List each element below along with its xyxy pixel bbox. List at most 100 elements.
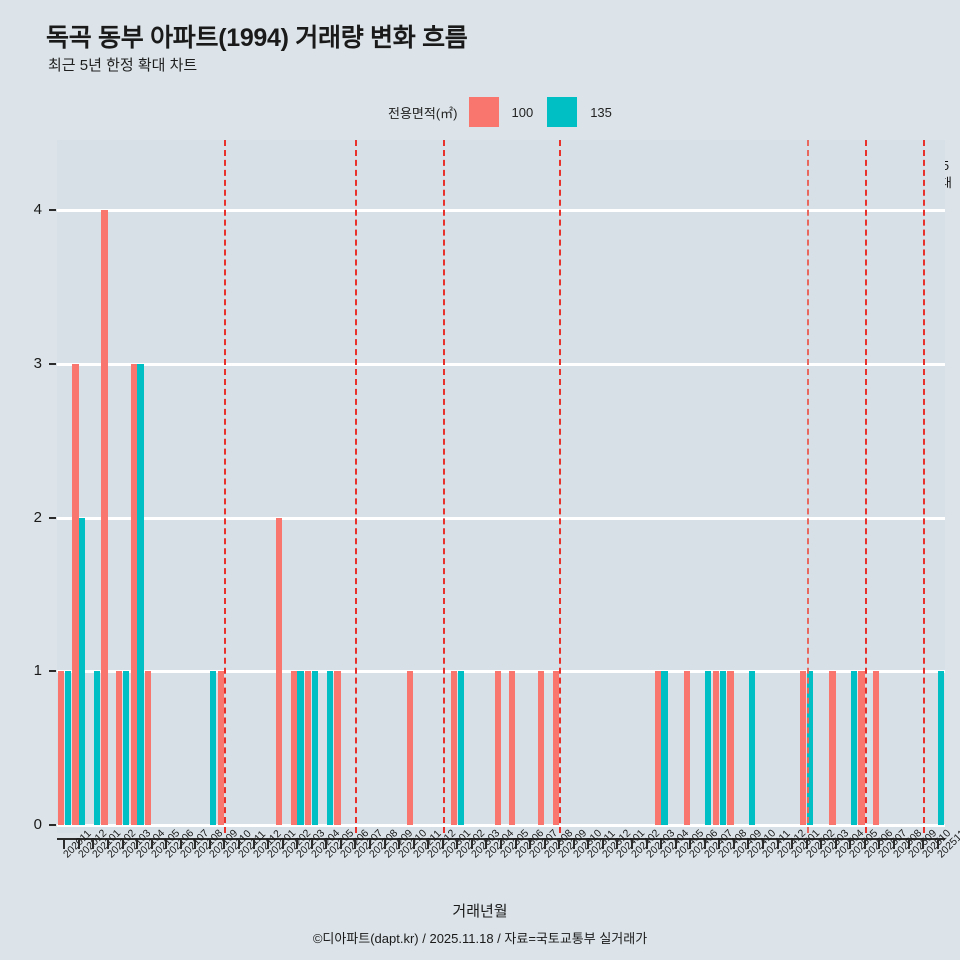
x-tick-mark <box>237 840 240 849</box>
bar[interactable] <box>407 671 414 825</box>
y-tick-label: 0 <box>33 816 42 833</box>
x-tick-mark <box>179 840 182 849</box>
bar[interactable] <box>938 671 945 825</box>
bar[interactable] <box>305 671 312 825</box>
x-tick-mark <box>223 840 226 849</box>
bar[interactable] <box>312 671 319 825</box>
x-tick-mark <box>470 840 473 849</box>
legend: 전용면적(㎡) 100 135 <box>388 96 626 128</box>
bar[interactable] <box>850 671 857 825</box>
page-subtitle: 최근 5년 한정 확대 차트 <box>48 57 198 74</box>
x-tick-mark <box>63 840 66 849</box>
bar[interactable] <box>712 671 720 825</box>
bar[interactable] <box>72 363 79 825</box>
bar[interactable] <box>748 671 755 825</box>
legend-label-100: 100 <box>511 104 534 120</box>
bar[interactable] <box>326 671 333 825</box>
y-tick-label: 3 <box>33 354 42 372</box>
bar[interactable] <box>807 671 814 825</box>
bar[interactable] <box>145 671 152 825</box>
x-tick-mark <box>354 840 357 849</box>
x-tick-mark <box>878 840 881 849</box>
page-title: 독곡 동부 아파트(1994) 거래량 변화 흐름 <box>46 24 468 52</box>
bar[interactable] <box>64 671 71 825</box>
source-caption: ©디아파트(dapt.kr) / 2025.11.18 / 자료=국토교통부 실… <box>312 931 648 946</box>
bar[interactable] <box>829 671 836 825</box>
x-tick-mark <box>718 840 721 849</box>
x-tick-mark <box>543 840 546 849</box>
bar[interactable] <box>552 671 559 825</box>
legend-swatch-100 <box>468 97 499 127</box>
x-tick-mark <box>747 840 750 849</box>
x-tick-mark <box>456 840 459 849</box>
bar[interactable] <box>290 671 297 825</box>
bar[interactable] <box>661 671 668 825</box>
bar[interactable] <box>719 671 726 825</box>
x-tick-mark <box>339 840 342 849</box>
x-tick-mark <box>834 840 837 849</box>
x-tick-mark <box>310 840 313 849</box>
bar[interactable] <box>79 517 86 825</box>
bar[interactable] <box>538 671 545 825</box>
y-tick-label: 4 <box>33 201 42 218</box>
x-tick-mark <box>267 840 270 849</box>
bar[interactable] <box>217 671 225 825</box>
bar[interactable] <box>494 671 501 825</box>
bar[interactable] <box>101 210 108 825</box>
x-tick-mark <box>398 840 401 849</box>
x-tick-mark <box>325 840 328 849</box>
bar[interactable] <box>509 671 516 825</box>
bar[interactable] <box>450 671 457 825</box>
bar[interactable] <box>858 671 865 825</box>
x-tick-mark <box>893 840 896 849</box>
legend-title: 전용면적(㎡) <box>388 105 458 121</box>
bar[interactable] <box>137 363 144 825</box>
x-tick-mark <box>281 840 284 849</box>
x-tick-mark <box>674 840 677 849</box>
y-tick-mark <box>49 362 56 365</box>
x-tick-mark <box>529 840 532 849</box>
bar[interactable] <box>334 671 341 825</box>
x-tick-mark <box>631 840 634 849</box>
legend-item-100[interactable]: 100 <box>468 97 534 127</box>
bar[interactable] <box>800 671 807 825</box>
x-tick-mark <box>776 840 779 849</box>
bar[interactable] <box>727 671 734 825</box>
y-tick-mark <box>49 209 56 211</box>
y-axis-title: 거래량(건) <box>0 409 2 470</box>
x-tick-mark <box>849 840 852 849</box>
x-tick-mark <box>616 840 619 849</box>
legend-item-135[interactable]: 135 <box>547 97 612 127</box>
x-axis-title: 거래년월 <box>452 903 508 920</box>
bar[interactable] <box>683 671 690 825</box>
bar[interactable] <box>116 671 123 825</box>
bar[interactable] <box>654 671 661 825</box>
x-tick-mark <box>645 840 648 849</box>
bar[interactable] <box>872 671 880 825</box>
x-tick-mark <box>441 840 444 849</box>
y-tick-label: 2 <box>33 508 42 526</box>
bar[interactable] <box>457 671 464 825</box>
event-line <box>864 140 867 833</box>
bar[interactable] <box>57 671 64 825</box>
bar[interactable] <box>93 671 100 825</box>
plot-area <box>57 140 945 833</box>
event-line <box>559 140 562 833</box>
bar[interactable] <box>130 363 137 825</box>
bar[interactable] <box>122 671 129 825</box>
gridline-3 <box>57 362 945 366</box>
bar[interactable] <box>297 671 304 825</box>
x-tick-mark <box>121 840 124 849</box>
x-tick-mark <box>791 840 794 849</box>
x-tick-mark <box>165 840 168 849</box>
x-tick-mark <box>936 840 939 849</box>
bar[interactable] <box>705 671 712 825</box>
x-tick-mark <box>77 840 80 849</box>
x-tick-mark <box>412 840 415 849</box>
x-tick-mark <box>558 840 561 849</box>
bar[interactable] <box>276 517 283 825</box>
x-tick-mark <box>485 840 488 849</box>
x-tick-mark <box>368 840 371 849</box>
legend-swatch-135 <box>547 97 578 127</box>
bar[interactable] <box>210 671 217 825</box>
